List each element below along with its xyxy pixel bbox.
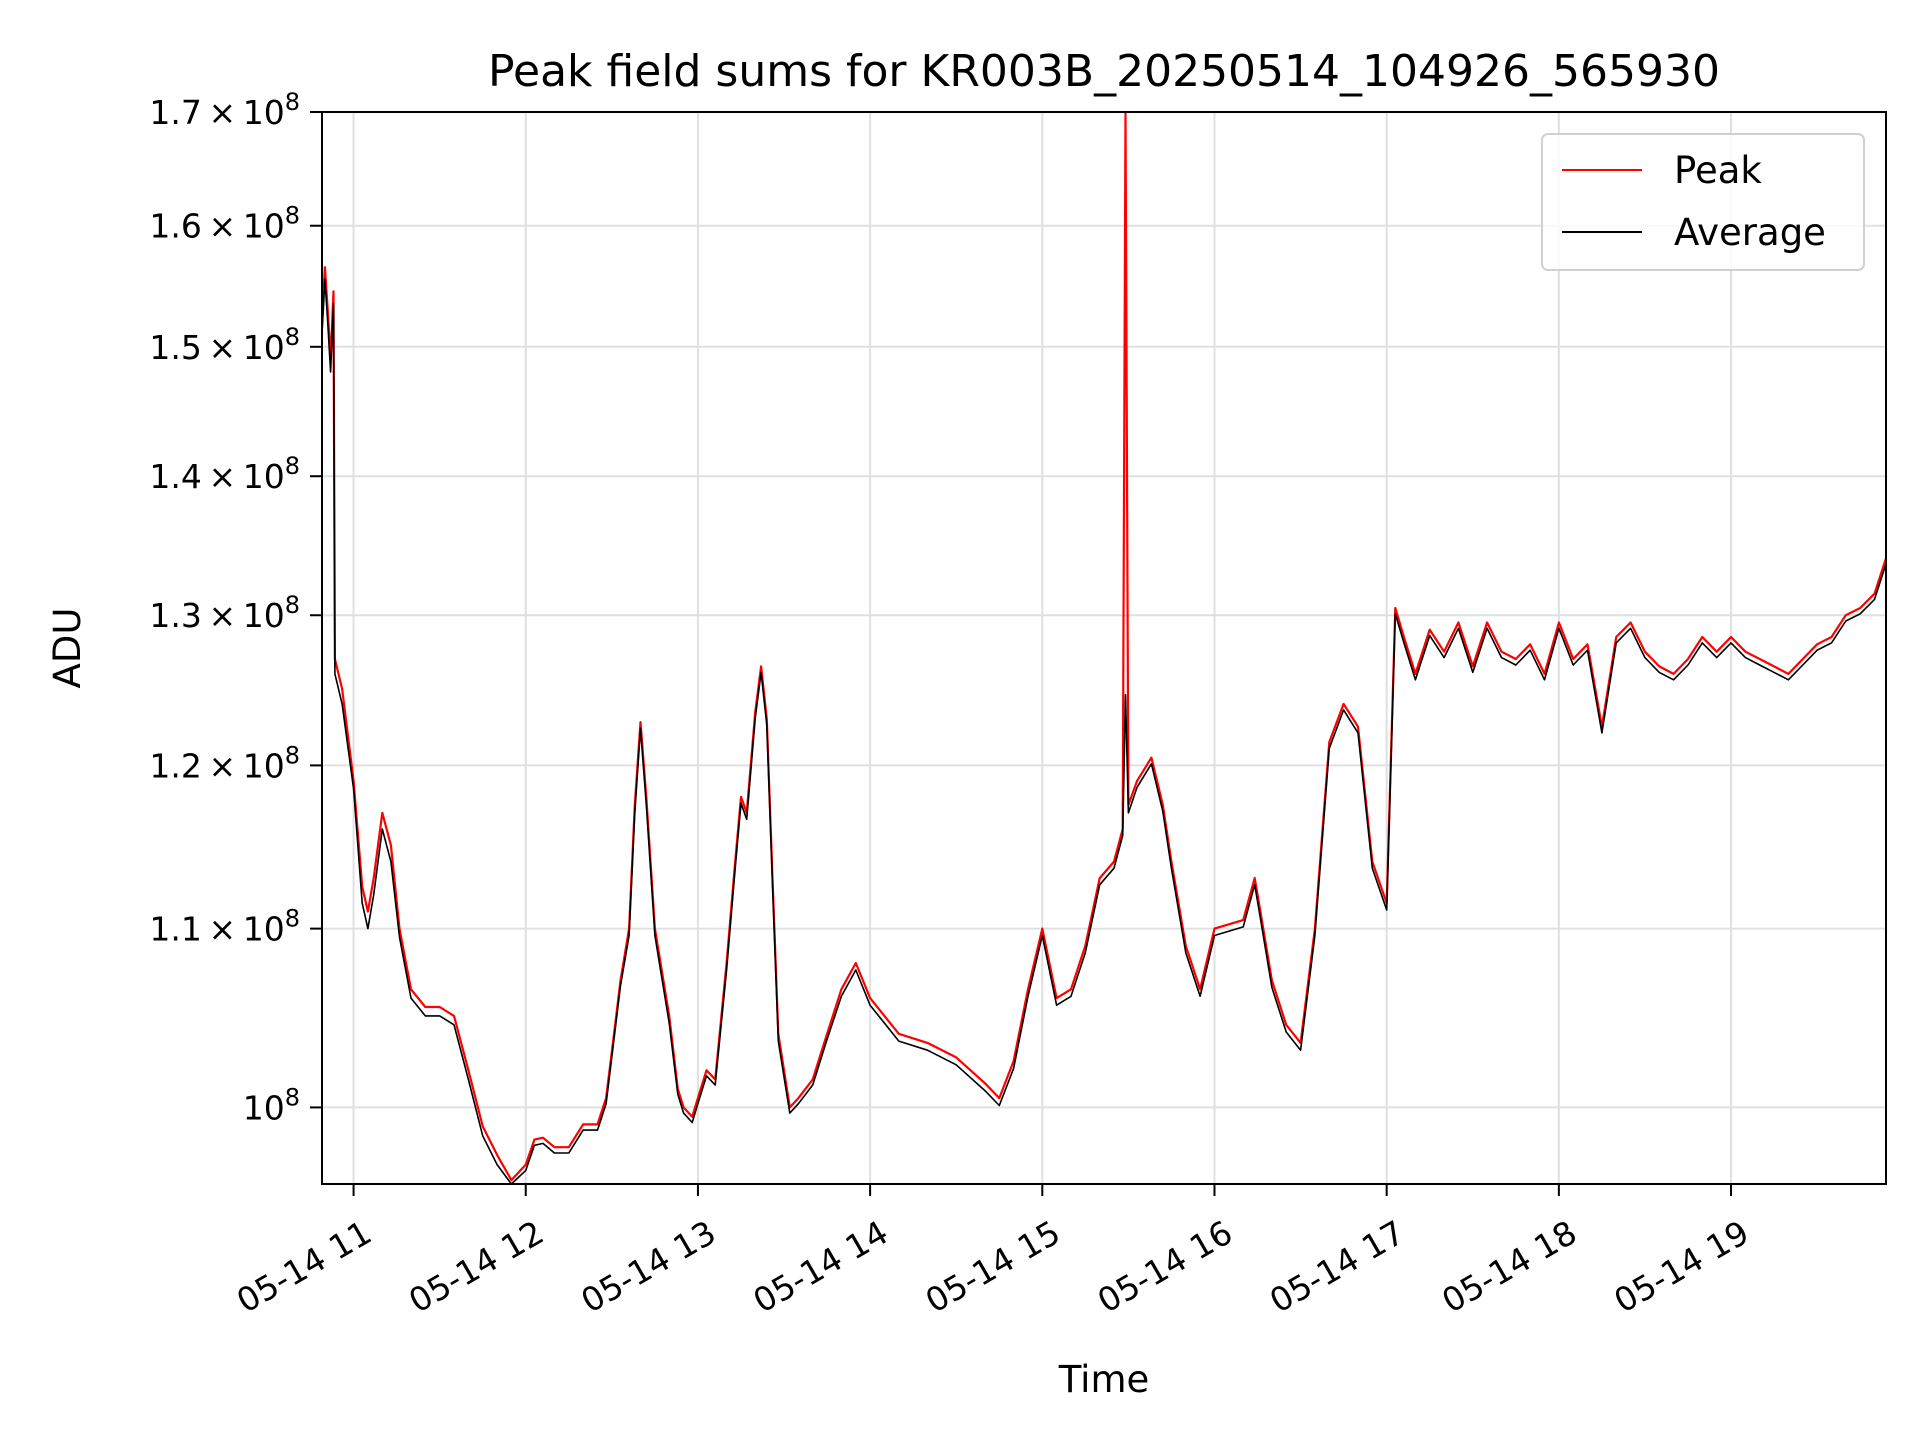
grid [322,111,1886,1184]
y-tick-label: 1.4 × 108 [149,452,300,496]
legend-label-average: Average [1674,211,1826,254]
legend-label-peak: Peak [1674,149,1762,192]
y-tick-label: 1.5 × 108 [149,323,300,367]
series-line-average [322,278,1886,1184]
chart-title: Peak field sums for KR003B_20250514_1049… [488,46,1720,97]
y-tick-label: 1.6 × 108 [149,202,300,246]
legend-box [1541,133,1865,271]
y-tick-label: 1.3 × 108 [149,591,300,635]
y-tick-label: 108 [243,1083,300,1127]
series-line-peak [322,112,1886,1182]
plot-frame [321,111,1887,1185]
x-axis-label: Time [1058,1358,1150,1401]
y-tick-label: 1.1 × 108 [149,905,300,949]
y-axis-label: ADU [46,608,89,689]
legend: Peak Average [1541,133,1865,271]
y-tick-label: 1.2 × 108 [149,741,300,785]
series-group [322,112,1886,1184]
y-tick-label: 1.7 × 108 [149,88,300,132]
